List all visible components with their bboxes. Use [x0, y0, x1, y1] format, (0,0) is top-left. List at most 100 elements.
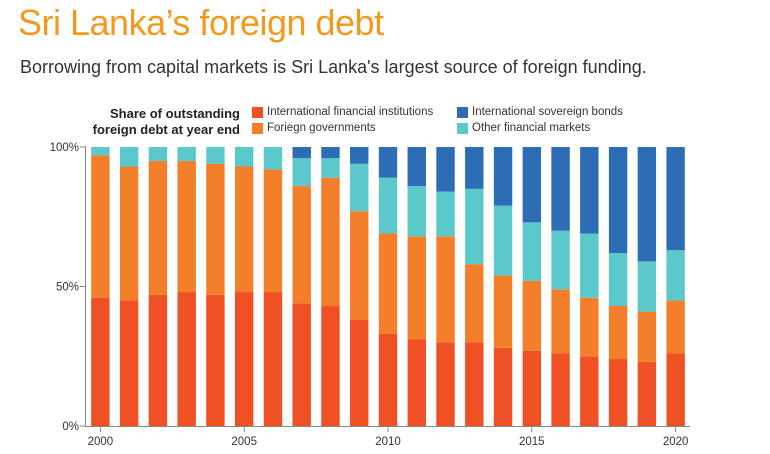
bar-segment-2006-s2: [263, 147, 283, 170]
bar-segment-2007-s0: [292, 303, 311, 426]
legend-swatch-other-markets: [457, 122, 468, 134]
bar-segment-2009-s1: [350, 211, 369, 320]
y-tick-label: 0%: [62, 421, 79, 433]
bar-segment-2007-s1: [292, 186, 311, 304]
bar-segment-2007-s3: [292, 147, 311, 159]
bar-segment-2020-s1: [666, 300, 685, 354]
x-tick-label: 2000: [88, 436, 114, 448]
bar-segment-2002-s1: [148, 160, 168, 295]
legend-title-line2: foreign debt at year end: [92, 122, 240, 137]
bar-segment-2009-s0: [350, 319, 369, 426]
legend-label-ifi: International financial institutions: [267, 106, 434, 118]
bar-segment-2010-s0: [378, 333, 398, 426]
bar-segment-2003-s2: [177, 147, 196, 161]
legend-label-sovereign-bonds: International sovereign bonds: [472, 106, 623, 118]
bar-segment-2017-s3: [580, 147, 599, 234]
bar-segment-2014-s0: [493, 347, 513, 426]
bar-segment-2004-s2: [206, 147, 225, 164]
bar-segment-2003-s0: [177, 292, 196, 426]
legend-item-sovereign-bonds: International sovereign bonds: [457, 106, 623, 118]
bar-segment-2008-s0: [321, 306, 340, 426]
bar-segment-2011-s3: [407, 147, 426, 187]
bar-segment-2015-s3: [522, 147, 542, 223]
bar-segment-2010-s3: [378, 147, 398, 178]
bar-segment-2016-s1: [551, 289, 570, 354]
bar-segment-2000-s2: [91, 147, 110, 156]
bar-segment-2014-s2: [493, 205, 513, 276]
legend-item-other-markets: Other financial markets: [457, 122, 590, 134]
y-tick-label: 50%: [56, 282, 79, 294]
bar-segment-2005-s0: [234, 292, 254, 426]
bar-segment-2018-s3: [608, 147, 628, 254]
bar-segment-2011-s0: [407, 339, 426, 426]
bar-segment-2005-s2: [234, 147, 254, 167]
bar-segment-2004-s1: [206, 163, 225, 295]
legend-swatch-sovereign-bonds: [457, 106, 468, 118]
bar-segment-2018-s1: [608, 306, 628, 360]
bar-segment-2013-s1: [465, 264, 484, 343]
bar-segment-2008-s1: [321, 177, 340, 307]
bar-segment-2002-s2: [148, 147, 168, 161]
bar-segment-2017-s1: [580, 297, 599, 357]
bar-segment-2001-s2: [119, 147, 139, 167]
bar-segment-2010-s1: [378, 233, 398, 334]
y-tick-label: 100%: [50, 142, 79, 154]
bar-segment-2018-s2: [608, 253, 628, 307]
bar-segment-2020-s3: [666, 147, 685, 251]
bar-segment-2012-s0: [436, 342, 455, 426]
legend-title-line1: Share of outstanding: [110, 106, 240, 121]
bar-segment-2008-s3: [321, 147, 340, 159]
bar-segment-2020-s0: [666, 353, 685, 426]
bar-segment-2012-s1: [436, 236, 455, 343]
bar-segment-2004-s0: [206, 294, 225, 426]
chart-title: Sri Lanka’s foreign debt: [18, 2, 384, 43]
bar-segment-2015-s0: [522, 350, 542, 426]
bar-segment-2019-s2: [637, 261, 657, 312]
chart-subtitle: Borrowing from capital markets is Sri La…: [20, 57, 647, 77]
legend-item-ifi: International financial institutions: [252, 106, 433, 118]
bar-segment-2000-s0: [91, 297, 110, 426]
bar-segment-2003-s1: [177, 160, 196, 293]
x-tick-label: 2010: [375, 436, 401, 448]
bar-segment-2006-s0: [263, 292, 283, 426]
bar-segment-2020-s2: [666, 250, 685, 301]
legend-title: Share of outstanding foreign debt at yea…: [82, 106, 240, 138]
legend-swatch-ifi: [252, 106, 263, 118]
bar-segment-2018-s0: [608, 359, 628, 426]
bar-segment-2016-s0: [551, 353, 570, 426]
bar-segment-2008-s2: [321, 158, 340, 178]
x-tick-label: 2015: [519, 436, 545, 448]
bar-segment-2009-s2: [350, 163, 369, 212]
bar-segment-2012-s2: [436, 191, 455, 237]
bar-segment-2007-s2: [292, 158, 311, 187]
bar-segment-2005-s1: [234, 166, 254, 293]
legend-label-governments: Foriegn governments: [267, 122, 376, 134]
bar-segment-2006-s1: [263, 169, 283, 293]
bar-segment-2001-s1: [119, 166, 139, 301]
legend-swatch-governments: [252, 122, 263, 134]
bar-segment-2010-s2: [378, 177, 398, 234]
bar-segment-2015-s2: [522, 222, 542, 281]
bar-segment-2017-s2: [580, 233, 599, 298]
bar-segment-2016-s2: [551, 230, 570, 290]
legend-item-governments: Foriegn governments: [252, 122, 376, 134]
bar-segment-2009-s3: [350, 147, 369, 164]
bar-segment-2016-s3: [551, 147, 570, 231]
bar-segment-2002-s0: [148, 294, 168, 426]
bar-segment-2019-s3: [637, 147, 657, 262]
bar-segment-2012-s3: [436, 147, 455, 192]
bar-segment-2011-s2: [407, 186, 426, 237]
bar-segment-2019-s1: [637, 311, 657, 362]
bar-segment-2011-s1: [407, 236, 426, 340]
bar-segment-2019-s0: [637, 361, 657, 426]
bar-segment-2014-s3: [493, 147, 513, 206]
x-tick-label: 2005: [231, 436, 257, 448]
bar-segment-2013-s0: [465, 342, 484, 426]
legend-label-other-markets: Other financial markets: [472, 122, 591, 134]
bar-segment-2013-s2: [465, 188, 484, 265]
bar-segment-2014-s1: [493, 275, 513, 348]
x-tick-label: 2020: [663, 436, 689, 448]
bar-segment-2001-s0: [119, 300, 139, 426]
bar-segment-2015-s1: [522, 280, 542, 351]
